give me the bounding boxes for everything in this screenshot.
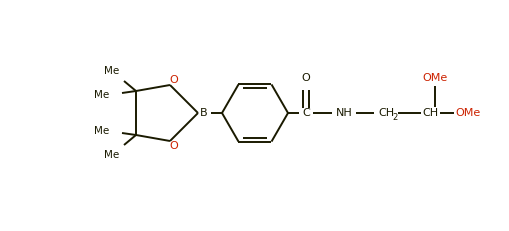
Text: CH: CH (378, 108, 394, 118)
Text: Me: Me (104, 150, 120, 160)
Text: O: O (169, 75, 178, 85)
Text: OMe: OMe (422, 73, 447, 83)
Text: C: C (302, 108, 310, 118)
Text: O: O (302, 73, 310, 83)
Text: Me: Me (94, 90, 109, 100)
Text: O: O (169, 141, 178, 151)
Text: B: B (200, 108, 208, 118)
Text: Me: Me (94, 126, 109, 136)
Text: Me: Me (104, 66, 120, 76)
Text: NH: NH (335, 108, 352, 118)
Text: 2: 2 (392, 112, 398, 122)
Text: CH: CH (422, 108, 438, 118)
Text: OMe: OMe (456, 108, 480, 118)
